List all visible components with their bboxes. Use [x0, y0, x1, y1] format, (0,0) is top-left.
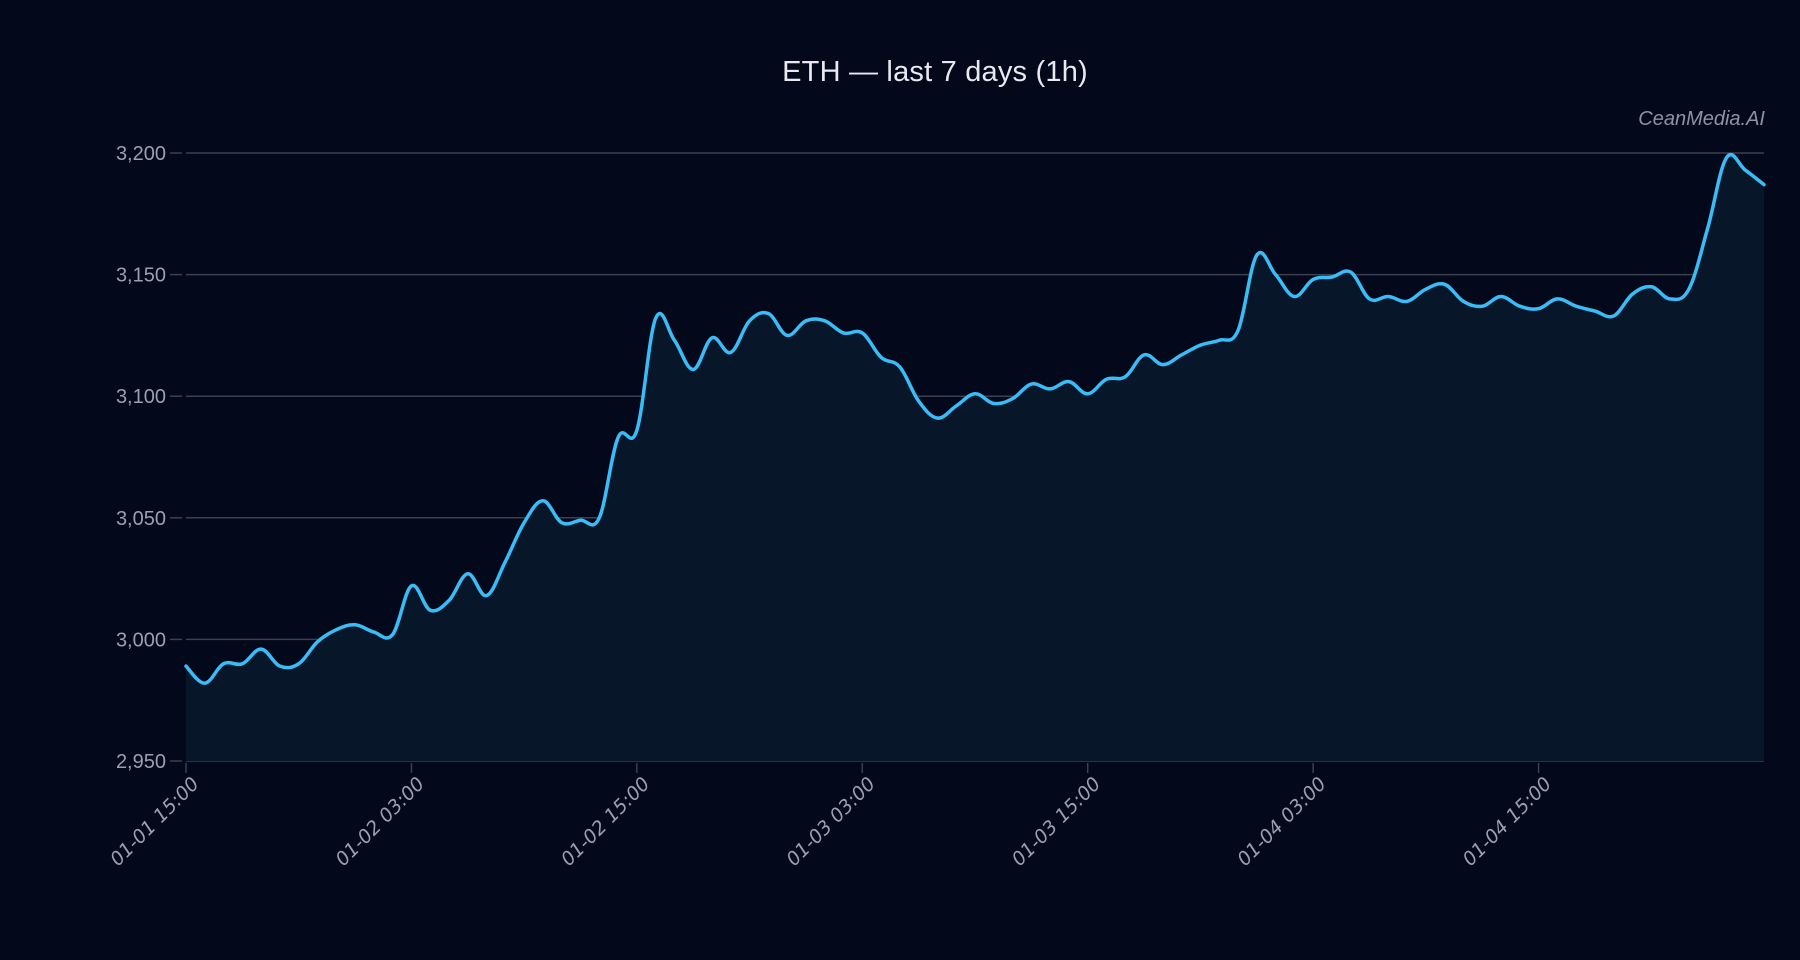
x-tick-label: 01-03 15:00	[1008, 773, 1106, 871]
price-line	[184, 152, 1766, 685]
x-tick-label: 01-04 15:00	[1459, 773, 1557, 871]
watermark: CeanMedia.AI	[1638, 108, 1765, 130]
price-area-fill	[186, 154, 1764, 761]
y-tick-label: 3,050	[116, 508, 166, 530]
y-tick-label: 3,200	[116, 143, 166, 165]
x-tick-label: 01-03 03:00	[782, 773, 880, 871]
y-tick-label: 3,100	[116, 386, 166, 408]
y-tick-label: 3,000	[116, 629, 166, 651]
x-tick-label: 01-02 15:00	[557, 773, 655, 871]
chart-title: ETH — last 7 days (1h)	[782, 56, 1088, 88]
x-tick-label: 01-01 15:00	[106, 773, 204, 871]
x-axis: 01-01 15:00 01-02 03:00 01-02 15:00 01-03 0…	[106, 763, 1556, 871]
y-tick-label: 2,950	[116, 751, 166, 773]
x-tick-label: 01-04 03:00	[1233, 773, 1331, 871]
y-axis: 2,950 3,000 3,050 3,100 3,150 3,200	[116, 143, 182, 773]
y-tick-label: 3,150	[116, 265, 166, 287]
x-tick-label: 01-02 03:00	[331, 773, 429, 871]
